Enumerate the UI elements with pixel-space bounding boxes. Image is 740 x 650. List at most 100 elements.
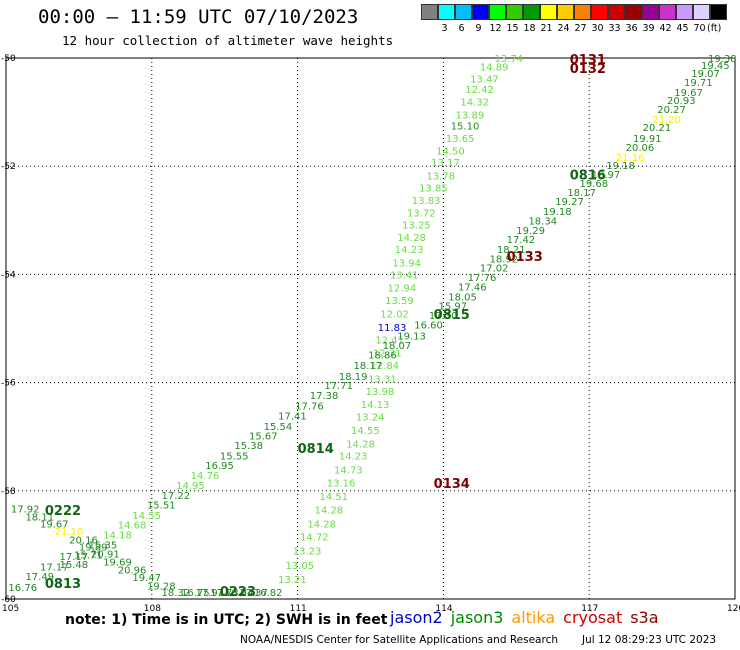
wave-height-value: 14.95 xyxy=(176,481,205,492)
wave-height-value: 18.17 xyxy=(567,188,596,199)
pass-time-label: 0815 xyxy=(434,308,470,323)
satellite-jason2: jason2 xyxy=(390,608,443,627)
wave-height-value: 20.06 xyxy=(626,143,655,154)
pass-time-label: 0223 xyxy=(220,585,256,600)
wave-height-value: 18.05 xyxy=(448,292,477,303)
wave-height-value: 20.16 xyxy=(69,535,98,546)
pass-time-label: 0814 xyxy=(298,442,334,457)
wave-height-value: 15.51 xyxy=(147,501,176,512)
wave-height-value: 17.17 xyxy=(59,552,88,563)
pass-time-label: 0134 xyxy=(434,477,470,492)
pass-time-label: 0813 xyxy=(45,577,81,592)
wave-height-value: 13.85 xyxy=(419,184,448,195)
wave-height-value: 19.69 xyxy=(103,557,132,568)
legend-swatch xyxy=(506,4,523,20)
legend-label: 39 xyxy=(642,23,655,34)
legend-swatch xyxy=(625,4,642,20)
wave-height-value: 17.17 xyxy=(40,562,69,573)
wave-height-value: 20.91 xyxy=(91,549,120,560)
legend-swatch xyxy=(608,4,625,20)
wave-height-value: 14.28 xyxy=(346,440,375,451)
y-tick-label: -60 xyxy=(1,595,16,605)
legend-label: 6 xyxy=(458,23,465,34)
footer-note: note: 1) Time is in UTC; 2) SWH is in fe… xyxy=(65,612,388,628)
wave-height-value: 13.65 xyxy=(446,134,475,145)
wave-height-value: 14.23 xyxy=(395,245,424,256)
satellite-jason3: jason3 xyxy=(450,608,504,627)
x-tick-label: 111 xyxy=(290,604,307,614)
wave-height-value: 14.28 xyxy=(307,520,336,531)
wave-height-value: 17.92 xyxy=(11,504,40,515)
wave-height-value: 19.29 xyxy=(516,226,545,237)
satellite-legend: jason2 jason3 altika cryosat s3a xyxy=(390,608,667,627)
wave-height-value: 16.95 xyxy=(205,461,234,472)
wave-height-value: 17.22 xyxy=(162,491,191,502)
wave-height-value: 13.59 xyxy=(385,296,414,307)
credit-text: NOAA/NESDIS Center for Satellite Applica… xyxy=(240,634,558,646)
wave-height-value: 19.27 xyxy=(555,197,584,208)
legend-swatch xyxy=(642,4,659,20)
wave-height-value: 15.55 xyxy=(220,451,249,462)
y-tick-label: -54 xyxy=(1,270,16,280)
pass-time-label: 0222 xyxy=(45,504,81,519)
wave-height-value: 19.07 xyxy=(691,69,720,80)
wave-height-value: 18.34 xyxy=(528,217,557,228)
pass-time-label: 0816 xyxy=(570,169,606,184)
satellite-altika: altika xyxy=(511,608,556,627)
wave-height-value: 19.45 xyxy=(701,61,730,72)
wave-height-value: 17.30 xyxy=(429,311,458,322)
wave-height-value: 13.78 xyxy=(426,172,455,183)
legend-swatch xyxy=(540,4,557,20)
legend-label: 30 xyxy=(591,23,604,34)
x-tick-label: 114 xyxy=(435,604,452,614)
wave-height-value: 20.96 xyxy=(118,566,147,577)
wave-height-value: 18.21 xyxy=(497,245,526,256)
pass-time-label: 0133 xyxy=(507,250,543,265)
wave-height-value: 14.13 xyxy=(361,400,390,411)
satellite-cryosat: cryosat xyxy=(563,608,623,627)
wave-height-value: 18.11 xyxy=(25,513,54,524)
wave-height-value: 20.27 xyxy=(657,105,686,116)
wave-height-value: 17.49 xyxy=(25,572,54,583)
wave-height-value: 14.18 xyxy=(103,530,132,541)
wave-height-value: 19.71 xyxy=(684,78,713,89)
wave-height-value: 20.93 xyxy=(667,96,696,107)
legend-label: 9 xyxy=(475,23,482,34)
legend-label: 18 xyxy=(523,23,536,34)
wave-height-value: 17.42 xyxy=(507,235,536,246)
legend-label: 36 xyxy=(625,23,638,34)
wave-height-value: 18.97 xyxy=(592,170,621,181)
wave-height-value: 14.55 xyxy=(132,511,161,522)
pass-time-label: 0132 xyxy=(570,62,606,77)
x-tick-labels: 105 108 111 114 117 120 xyxy=(2,604,740,614)
wave-height-value: 17.41 xyxy=(278,411,307,422)
wave-height-value: 15.48 xyxy=(59,560,88,571)
wave-height-value: 21.10 xyxy=(55,527,84,538)
satellite-s3a: s3a xyxy=(630,608,659,627)
wave-height-value: 21.16 xyxy=(616,153,645,164)
wave-height-value: 17.38 xyxy=(310,391,339,402)
wave-height-value: 13.74 xyxy=(494,54,523,65)
wave-height-value: 14.23 xyxy=(339,451,368,462)
wave-height-value: 12.02 xyxy=(380,310,409,321)
wave-height-value: 19.28 xyxy=(147,581,176,592)
wave-height-value: 13.83 xyxy=(412,196,441,207)
wave-height-value: 17.91 xyxy=(196,588,225,599)
legend-swatch xyxy=(523,4,540,20)
wave-height-value: 13.24 xyxy=(356,412,385,423)
wave-height-value: 14.73 xyxy=(334,465,363,476)
y-tick-label: -50 xyxy=(1,54,16,64)
wave-height-value: 17.76 xyxy=(295,402,324,413)
x-tick-label: 105 xyxy=(2,604,19,614)
wave-height-value: 18.86 xyxy=(368,350,397,361)
wave-height-value: 14.50 xyxy=(436,146,465,157)
wave-height-value: 19.68 xyxy=(579,179,608,190)
legend-swatch xyxy=(574,4,591,20)
wave-height-value: 12.31 xyxy=(373,349,402,360)
wave-height-value: 19.13 xyxy=(397,331,426,342)
wave-height-value: 17.02 xyxy=(480,264,509,275)
wave-height-value: 17.71 xyxy=(324,381,353,392)
wave-height-value: 13.94 xyxy=(392,258,421,269)
y-tick-label: -52 xyxy=(1,162,16,172)
